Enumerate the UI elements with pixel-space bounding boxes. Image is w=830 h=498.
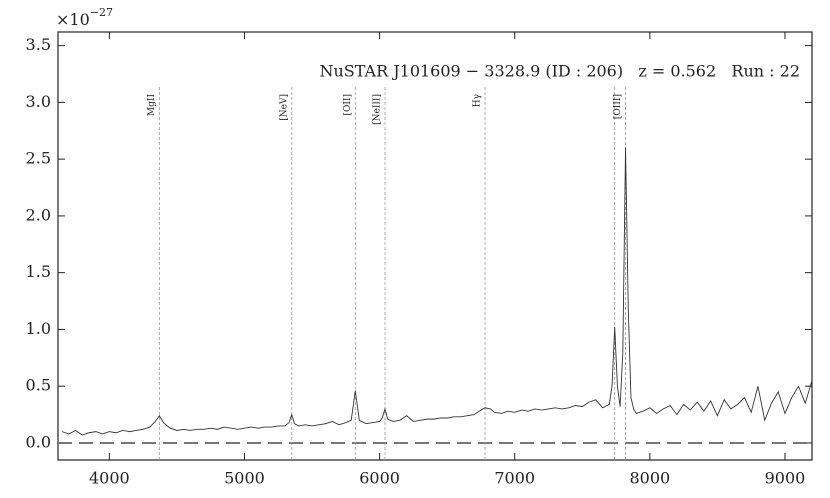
emission-label: [OII] [343,94,353,116]
x-tick-label: 9000 [765,469,806,488]
x-tick-label: 4000 [89,469,130,488]
emission-label: Hγ [472,94,482,107]
emission-label: [NeV] [279,94,289,121]
x-tick-label: 6000 [359,469,400,488]
emission-label: [OIII] [613,94,623,119]
plot-frame [57,31,813,461]
spectrum-line [61,147,813,436]
multiplier-base: ×10 [56,10,90,29]
y-tick-label: 1.5 [26,262,51,281]
y-tick-label: 0.0 [26,432,51,451]
y-tick-label: 3.5 [26,35,51,54]
annotation: NuSTAR J101609 − 3328.9 (ID : 206) z = 0… [319,62,800,81]
y-tick-label: 2.5 [26,149,51,168]
x-tick-label: 7000 [494,469,535,488]
y-multiplier: ×10−27 [56,6,113,29]
emission-label: MgII [147,94,157,117]
y-tick-label: 1.0 [26,319,51,338]
x-tick-label: 8000 [629,469,670,488]
multiplier-exponent: −27 [90,6,113,19]
y-tick-label: 0.5 [26,376,51,395]
y-tick-label: 2.0 [26,205,51,224]
x-tick-label: 5000 [224,469,265,488]
emission-label: [NeIII] [373,94,383,125]
y-tick-label: 3.0 [26,92,51,111]
